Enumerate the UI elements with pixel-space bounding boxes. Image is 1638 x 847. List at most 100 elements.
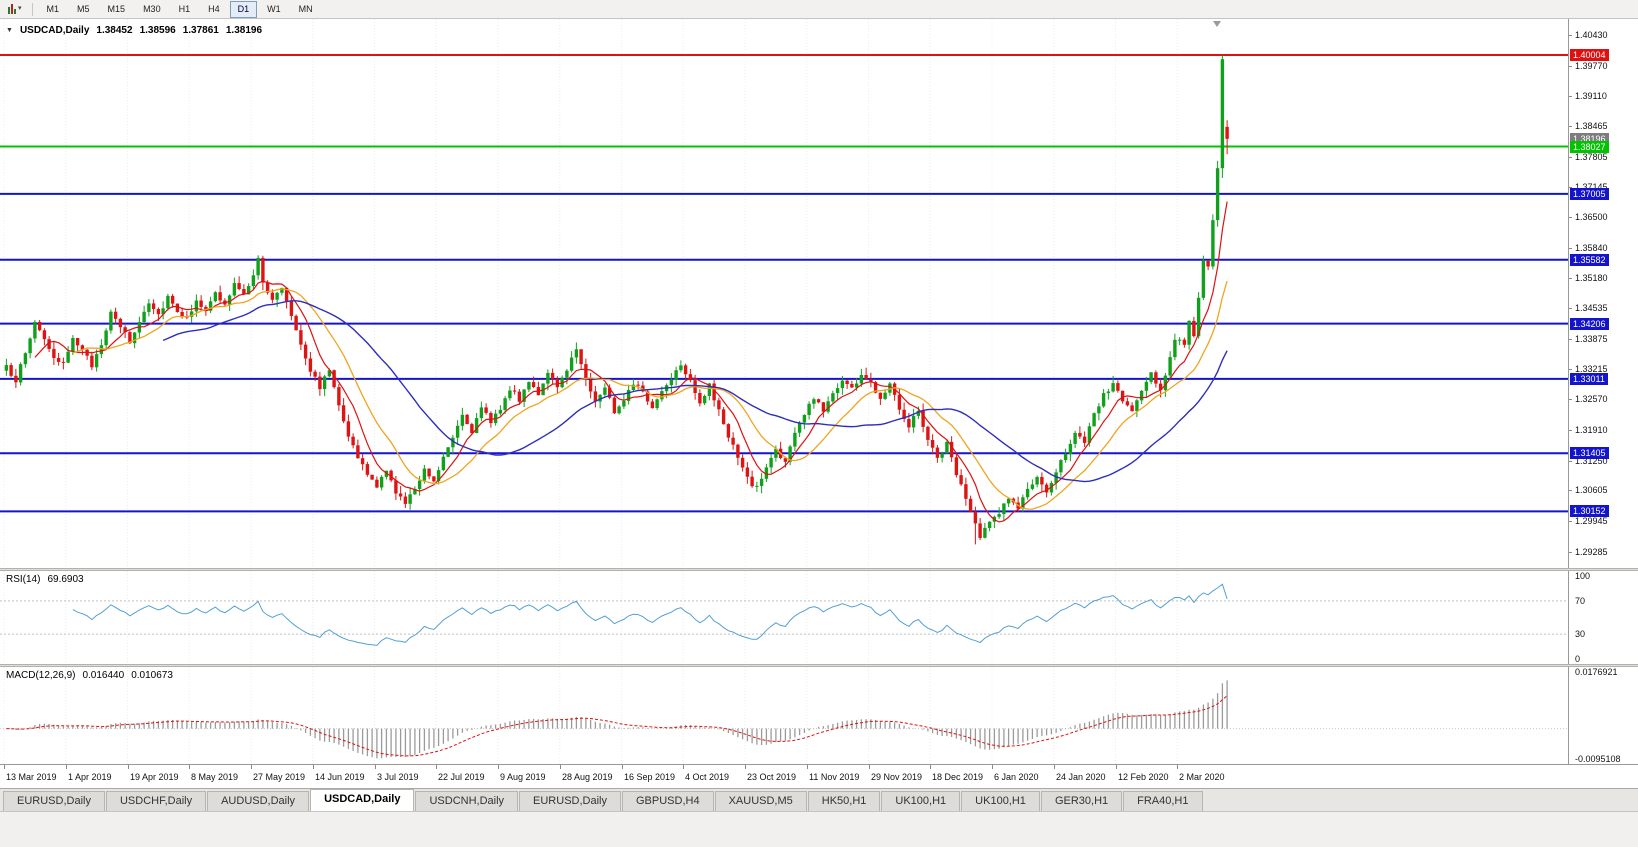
date-tick [128, 765, 129, 769]
price-axis-label: 1.34535 [1575, 303, 1608, 313]
date-axis-label: 27 May 2019 [253, 772, 306, 782]
chart-tab-audusd-daily-2[interactable]: AUDUSD,Daily [207, 791, 310, 811]
chart-tab-ger30-h1-11[interactable]: GER30,H1 [1040, 791, 1123, 811]
price-tick [1569, 521, 1572, 522]
date-axis-label: 19 Apr 2019 [130, 772, 179, 782]
date-axis-label: 24 Jan 2020 [1056, 772, 1106, 782]
toolbar-separator [31, 2, 33, 16]
price-tick [1569, 96, 1572, 97]
price-axis[interactable]: 1.40430 1.39770 1.39110 1.38465 1.37805 1.371… [1568, 19, 1638, 788]
macd-signal-line [6, 695, 1228, 757]
chart-tab-hk50-h1-8[interactable]: HK50,H1 [807, 791, 881, 811]
price-axis-label: 1.38465 [1575, 121, 1608, 131]
timeframe-toolbar: ▾ M1 M5 M15 M30 H1 H4 D1 W1 MN [0, 0, 1638, 19]
price-tick [1569, 369, 1572, 370]
rsi-level-label: 100 [1575, 571, 1591, 581]
price-tick [1569, 461, 1572, 462]
macd-panel-splitter[interactable] [0, 664, 1638, 667]
date-axis-label: 22 Jul 2019 [438, 772, 485, 782]
timeframe-button-w1[interactable]: W1 [267, 3, 281, 14]
date-axis-label: 6 Jan 2020 [994, 772, 1039, 782]
price-axis-label: 1.30605 [1575, 485, 1608, 495]
macd-histogram-layer [10, 680, 1228, 759]
macd-indicator-canvas[interactable] [0, 667, 1568, 764]
chart-tab-eurusd-daily-0[interactable]: EURUSD,Daily [3, 791, 105, 811]
chart-tab-usdcad-daily-3[interactable]: USDCAD,Daily [310, 789, 415, 811]
rsi-level-label: 70 [1575, 596, 1586, 606]
chart-tab-fra40-h1-12[interactable]: FRA40,H1 [1123, 791, 1203, 811]
price-axis-label: 1.37145 [1575, 182, 1608, 192]
timeframe-button-m15[interactable]: M15 [107, 3, 126, 14]
macd-main-value-label: 0.016440 [82, 670, 125, 681]
chart-tab-uk100-h1-10[interactable]: UK100,H1 [961, 791, 1040, 811]
date-axis-label: 29 Nov 2019 [871, 772, 923, 782]
ohlc-close-value: 1.38196 [225, 25, 263, 36]
date-axis-label: 1 Apr 2019 [68, 772, 112, 782]
date-axis-label: 16 Sep 2019 [624, 772, 676, 782]
macd-header: MACD(12,26,9) 0.016440 0.010673 [6, 670, 173, 681]
date-axis-label: 9 Aug 2019 [500, 772, 546, 782]
chart-type-button[interactable]: ▾ [3, 2, 27, 16]
rsi-indicator-canvas[interactable] [0, 571, 1568, 664]
chart-tab-usdcnh-daily-4[interactable]: USDCNH,Daily [415, 791, 519, 811]
timeframe-button-m5[interactable]: M5 [77, 3, 90, 14]
date-tick [992, 765, 993, 769]
chart-tab-gbpusd-h4-6[interactable]: GBPUSD,H4 [622, 791, 714, 811]
price-tick [1569, 66, 1572, 67]
timeframe-button-m1[interactable]: M1 [46, 3, 60, 14]
chart-shift-marker-icon[interactable] [1213, 21, 1221, 27]
price-tick [1569, 399, 1572, 400]
chart-tab-uk100-h1-9[interactable]: UK100,H1 [881, 791, 961, 811]
status-bar [0, 811, 1638, 847]
chart-tab-usdchf-daily-1[interactable]: USDCHF,Daily [105, 791, 207, 811]
date-axis-label: 8 May 2019 [191, 772, 239, 782]
timeframe-button-mn[interactable]: MN [298, 3, 313, 14]
price-tick [1569, 339, 1572, 340]
price-tick [1569, 490, 1572, 491]
ohlc-high-value: 1.38596 [139, 25, 176, 36]
timeframe-button-m30[interactable]: M30 [143, 3, 161, 14]
price-tick [1569, 126, 1572, 127]
line-price-box: 1.31405 [1570, 447, 1609, 459]
line-price-box: 1.38027 [1570, 141, 1609, 153]
main-chart-canvas[interactable] [0, 19, 1568, 568]
date-tick [66, 765, 67, 769]
date-tick [189, 765, 190, 769]
price-axis-label: 1.40430 [1575, 30, 1608, 40]
date-axis-label: 14 Jun 2019 [315, 772, 365, 782]
line-price-box: 1.37005 [1570, 188, 1609, 200]
timeframe-button-d1[interactable]: D1 [229, 0, 258, 18]
price-axis-label: 1.39110 [1575, 91, 1607, 101]
timeframe-button-h4[interactable]: H4 [208, 3, 220, 14]
date-tick [930, 765, 931, 769]
date-tick [498, 765, 499, 769]
date-tick [1116, 765, 1117, 769]
price-tick [1569, 430, 1572, 431]
rsi-level-label: 0 [1575, 654, 1581, 664]
price-axis-label: 1.29285 [1575, 547, 1608, 557]
chart-symbol-label: USDCAD,Daily [19, 25, 90, 36]
line-price-box: 1.33011 [1570, 373, 1608, 385]
date-tick [251, 765, 252, 769]
date-tick [1177, 765, 1178, 769]
rsi-panel-splitter[interactable] [0, 568, 1638, 571]
moving-averages-layer [34, 201, 1228, 523]
timeframe-button-h1[interactable]: H1 [178, 3, 191, 14]
date-tick [560, 765, 561, 769]
symbol-dropdown-icon[interactable]: ▼ [6, 27, 13, 34]
price-axis-label: 1.39770 [1575, 61, 1608, 71]
line-price-box: 1.30152 [1570, 505, 1609, 517]
chart-tab-eurusd-daily-5[interactable]: EURUSD,Daily [519, 791, 621, 811]
chart-tab-xauusd-m5-7[interactable]: XAUUSD,M5 [714, 791, 807, 811]
date-tick [375, 765, 376, 769]
date-axis[interactable]: 13 Mar 2019 1 Apr 2019 19 Apr 2019 8 May 20… [0, 764, 1638, 788]
price-tick [1569, 248, 1572, 249]
candles-layer [4, 55, 1229, 545]
price-axis-label: 1.33215 [1575, 364, 1608, 374]
timeframe-bar: M1 M5 M15 M30 H1 H4 D1 W1 MN [38, 0, 322, 18]
price-tick [1569, 35, 1572, 36]
price-tick [1569, 552, 1572, 553]
date-tick [745, 765, 746, 769]
price-axis-label: 1.32570 [1575, 394, 1608, 404]
